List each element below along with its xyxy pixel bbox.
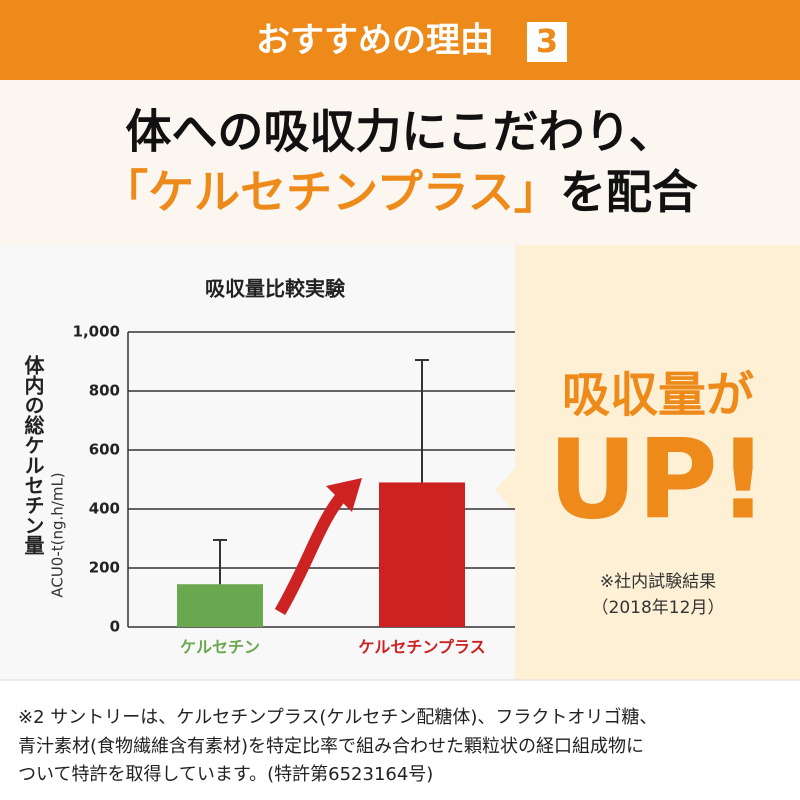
y-tick-label: 200 (89, 559, 120, 577)
headline-band (0, 80, 800, 245)
y-axis-unit: ACU0-t(ng.h/mL) (49, 472, 67, 597)
y-tick-label: 1,000 (73, 323, 120, 341)
number-box (527, 22, 567, 62)
header-number: 3 (536, 22, 558, 60)
headline-line2: 「ケルセチンプラス」を配合 (102, 165, 698, 219)
arrow-head (326, 478, 362, 512)
y-tick-label: 800 (89, 382, 120, 400)
x-tick-label: ケルセチンプラス (358, 638, 485, 657)
footnote-line: 青汁素材(食物繊維含有素材)を特定比率で組み合わせた顆粒状の経口組成物に (18, 736, 644, 757)
footnote-line: ついて特許を取得しています。(特許第6523164号) (18, 764, 433, 785)
header-band (0, 0, 800, 80)
callout-panel (515, 245, 800, 680)
headline-rest: を配合 (560, 165, 698, 219)
bar (177, 584, 263, 627)
y-axis-label: 体内の総ケルセチン量 (21, 354, 45, 555)
footnote-line: ※2 サントリーは、ケルセチンプラス(ケルセチン配糖体)、フラクトオリゴ糖、 (18, 707, 657, 728)
callout-notch (495, 468, 515, 512)
bar (379, 482, 465, 627)
y-tick-label: 400 (89, 500, 120, 518)
plot: 0 200 400 600 800 1,000 ケルセチン ケルセチンプラス (73, 323, 515, 657)
y-tick-label: 600 (89, 441, 120, 459)
y-tick-label: 0 (110, 618, 120, 636)
headline-highlight: 「ケルセチンプラス」 (102, 165, 560, 219)
callout-line1: 吸収量が (562, 367, 754, 423)
callout-note: （2018年12月） (592, 598, 725, 618)
chart-title: 吸収量比較実験 (205, 277, 346, 301)
x-tick-label: ケルセチン (180, 638, 260, 657)
header-title: おすすめの理由 (256, 21, 494, 61)
arrow-shaft (274, 488, 350, 615)
headline-line1: 体への吸収力にこだわり、 (125, 105, 674, 159)
callout-line2: UP! (548, 415, 768, 543)
callout-note: ※社内試験結果 (600, 572, 716, 592)
